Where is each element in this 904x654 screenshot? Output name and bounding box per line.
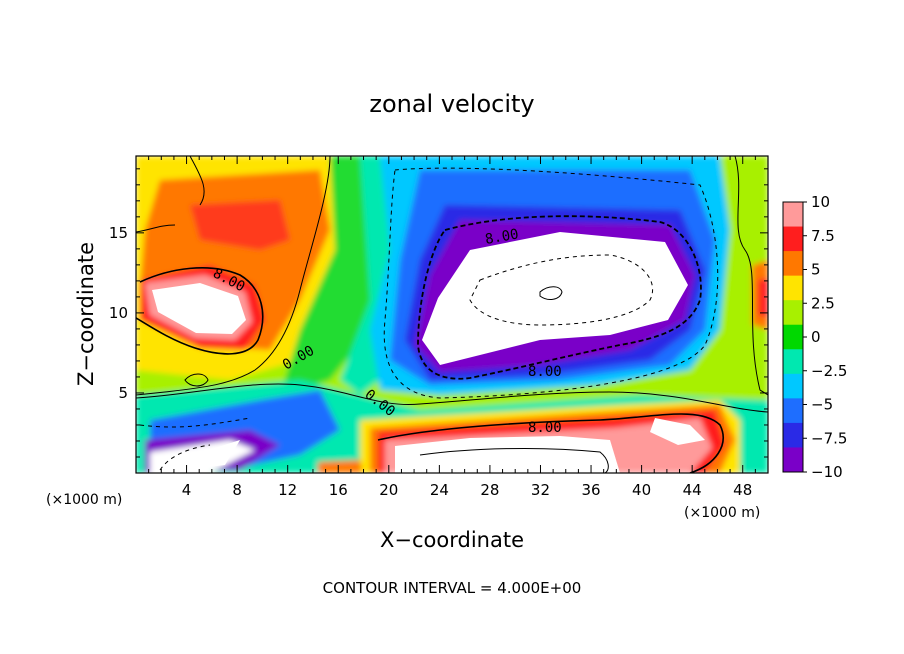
x-tick-label: 20	[379, 481, 398, 499]
contour-zero-blob	[184, 373, 209, 387]
x-tick-label: 8	[232, 481, 242, 499]
colorbar-segment	[783, 422, 803, 448]
x-tick-label: 24	[430, 481, 449, 499]
x-tick-label: 36	[581, 481, 600, 499]
core-white-low-center	[395, 436, 620, 473]
band-orange-bottom-mid	[318, 460, 362, 473]
colorbar-label: 10	[811, 193, 830, 211]
colorbar-segment	[783, 349, 803, 375]
colorbar-segment	[783, 324, 803, 350]
colorbar-label: 7.5	[811, 227, 835, 245]
x-tick-label: 12	[278, 481, 297, 499]
band-red-east	[758, 278, 768, 318]
contour-zero-mid	[136, 156, 331, 396]
contour-zero-low	[136, 383, 768, 413]
x-tick-label: 28	[480, 481, 499, 499]
colorbar-segment	[783, 226, 803, 252]
contour-label-center-bottom: 8.00	[528, 364, 562, 380]
contour-zero-upper	[136, 156, 205, 233]
core-white-low-west	[160, 440, 240, 473]
core-white-nw	[152, 283, 246, 334]
core-white-low-east	[650, 418, 705, 445]
colorbar-label: 2.5	[811, 294, 835, 312]
y-tick-label: 10	[109, 304, 128, 322]
contour-label-low: 8.00	[528, 420, 562, 436]
contour-zero-east	[734, 156, 768, 396]
x-tick-label: 40	[632, 481, 651, 499]
x-tick-label: 4	[182, 481, 192, 499]
contour-negative-4	[383, 167, 719, 399]
contour-label-center-top: 8.00	[484, 226, 520, 248]
contour-eight-nw	[136, 267, 264, 355]
y-axis: 5 10 15	[109, 168, 768, 458]
colorbar-segment	[783, 300, 803, 326]
colorbar-label: −7.5	[811, 429, 847, 447]
colorbar-label: 0	[811, 328, 821, 346]
x-tick-label: 16	[329, 481, 348, 499]
colorbar-label: −10	[811, 463, 843, 481]
x-unit-right: (×1000 m)	[684, 505, 760, 521]
x-axis-label: X−coordinate	[380, 528, 524, 552]
x-axis: 4 8 12 16 20 24 28 32 36 40 44 48	[148, 156, 756, 499]
contour-negative-low	[139, 417, 251, 471]
chart-title: zonal velocity	[369, 90, 534, 118]
x-tick-label: 32	[531, 481, 550, 499]
colorbar-segment	[783, 447, 803, 473]
contour-eight-center	[417, 215, 702, 380]
colorbar-label: −5	[811, 396, 833, 414]
contour-lines	[136, 156, 768, 473]
colorbar-segment	[783, 251, 803, 277]
colorbar-segment	[783, 275, 803, 301]
colorbar-label: 5	[811, 261, 821, 279]
contour-small-loop	[539, 286, 563, 300]
y-tick-label: 5	[118, 384, 128, 402]
y-tick-label: 15	[109, 224, 128, 242]
colorbar-segment	[783, 373, 803, 399]
contour-eight-low	[377, 413, 724, 473]
y-axis-label: Z−coordinate	[74, 242, 98, 386]
plot-area: 8.00 8.00 0.00 0.00 8.00 8.00	[136, 156, 768, 473]
colorbar-segment	[783, 398, 803, 424]
contour-interval-note: CONTOUR INTERVAL = 4.000E+00	[323, 579, 582, 597]
band-red-nw-top	[190, 200, 290, 250]
colorbar-segment	[783, 202, 803, 228]
colorbar-label: −2.5	[811, 362, 847, 380]
x-tick-label: 48	[733, 481, 752, 499]
contour-twelve-low	[419, 447, 609, 473]
x-tick-label: 44	[683, 481, 702, 499]
colorbar: 10 7.5 5 2.5 0 −2.5 −5 −7.5 −10	[782, 193, 847, 481]
x-unit-left: (×1000 m)	[46, 492, 122, 508]
contour-negative-inner	[469, 254, 654, 326]
